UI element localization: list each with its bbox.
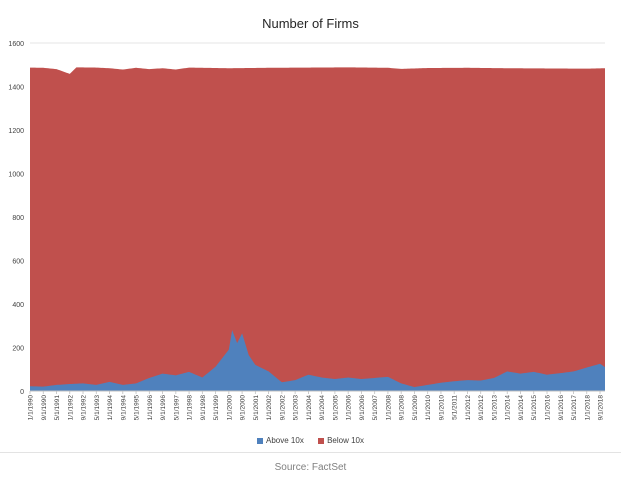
- x-tick-label: 5/1/2003: [293, 395, 300, 421]
- x-tick-label: 5/1/2001: [253, 395, 260, 421]
- x-tick-label: 5/1/2017: [571, 395, 578, 421]
- x-tick-label: 9/1/1994: [120, 395, 127, 421]
- x-tick-label: 5/1/1997: [173, 395, 180, 421]
- x-tick-label: 9/1/2018: [598, 395, 605, 421]
- source-note: Source: FactSet: [274, 462, 347, 473]
- axes: 0 200 400 600 800 1000 1200 1400 1600 1/1/1990 9/1…: [8, 41, 605, 420]
- x-tick-label: 9/1/1992: [81, 395, 88, 421]
- x-tick-label: 9/1/1990: [41, 395, 48, 421]
- x-tick-label: 9/1/2016: [558, 395, 565, 421]
- y-tick-label: 1400: [8, 85, 24, 92]
- x-tick-label: 1/1/1992: [67, 395, 74, 421]
- series-areas: [30, 67, 605, 392]
- x-tick-label: 1/1/2012: [465, 395, 472, 421]
- x-tick-label: 5/1/2015: [531, 395, 538, 421]
- y-tick-label: 0: [20, 389, 24, 396]
- divider: [0, 452, 621, 453]
- area-above-10x: [30, 330, 605, 391]
- x-tick-label: 5/1/1995: [134, 395, 141, 421]
- x-tick-label: 9/1/2006: [359, 395, 366, 421]
- y-tick-label: 600: [12, 259, 24, 266]
- y-tick-label: 1600: [8, 41, 24, 48]
- chart-title: Number of Firms: [262, 16, 359, 31]
- x-tick-label: 5/1/2005: [332, 395, 339, 421]
- x-tick-label: 1/1/2018: [584, 395, 591, 421]
- legend-swatch-below: [318, 437, 325, 444]
- x-tick-label: 1/1/1994: [107, 395, 114, 421]
- x-tick-label: 9/1/2012: [478, 395, 485, 421]
- x-tick-label: 1/1/2000: [226, 395, 233, 421]
- x-tick-label: 9/1/2002: [279, 395, 286, 421]
- x-tick-label: 1/1/1996: [147, 395, 154, 421]
- y-tick-label: 200: [12, 346, 24, 353]
- legend-item-above: Above 10x: [257, 436, 304, 445]
- x-tick-label: 1/1/1998: [187, 395, 194, 421]
- x-tick-label: 5/1/2007: [372, 395, 379, 421]
- x-tick-label: 9/1/2014: [518, 395, 525, 421]
- x-tick-label: 9/1/1998: [200, 395, 207, 421]
- legend-label-below: Below 10x: [327, 436, 364, 445]
- x-tick-label: 1/1/2006: [346, 395, 353, 421]
- x-tick-label: 9/1/2000: [240, 395, 247, 421]
- x-tick-label: 5/1/2013: [491, 395, 498, 421]
- x-tick-label: 9/1/1996: [160, 395, 167, 421]
- x-tick-label: 1/1/2004: [306, 395, 313, 421]
- x-tick-label: 5/1/1993: [94, 395, 101, 421]
- x-tick-label: 5/1/1991: [54, 395, 61, 421]
- x-tick-label: 9/1/2004: [319, 395, 326, 421]
- x-tick-label: 9/1/2010: [438, 395, 445, 421]
- x-tick-label: 1/1/2010: [425, 395, 432, 421]
- x-tick-label: 5/1/2011: [452, 395, 459, 420]
- x-tick-label: 5/1/1999: [213, 395, 220, 421]
- legend-item-below: Below 10x: [318, 436, 364, 445]
- x-tick-label: 1/1/2016: [545, 395, 552, 421]
- x-tick-label: 1/1/2002: [266, 395, 273, 421]
- x-tick-label: 1/1/2008: [385, 395, 392, 421]
- y-tick-label: 800: [12, 215, 24, 222]
- x-tick-label: 9/1/2008: [399, 395, 406, 421]
- area-below-10x: [30, 67, 605, 392]
- y-tick-label: 400: [12, 302, 24, 309]
- legend: Above 10x Below 10x: [0, 436, 621, 446]
- y-tick-label: 1000: [8, 172, 24, 179]
- y-tick-label: 1200: [8, 128, 24, 135]
- x-tick-label: 1/1/1990: [28, 395, 35, 421]
- x-tick-label: 1/1/2014: [505, 395, 512, 421]
- legend-swatch-above: [257, 437, 264, 444]
- legend-label-above: Above 10x: [266, 436, 304, 445]
- x-tick-label: 5/1/2009: [412, 395, 419, 421]
